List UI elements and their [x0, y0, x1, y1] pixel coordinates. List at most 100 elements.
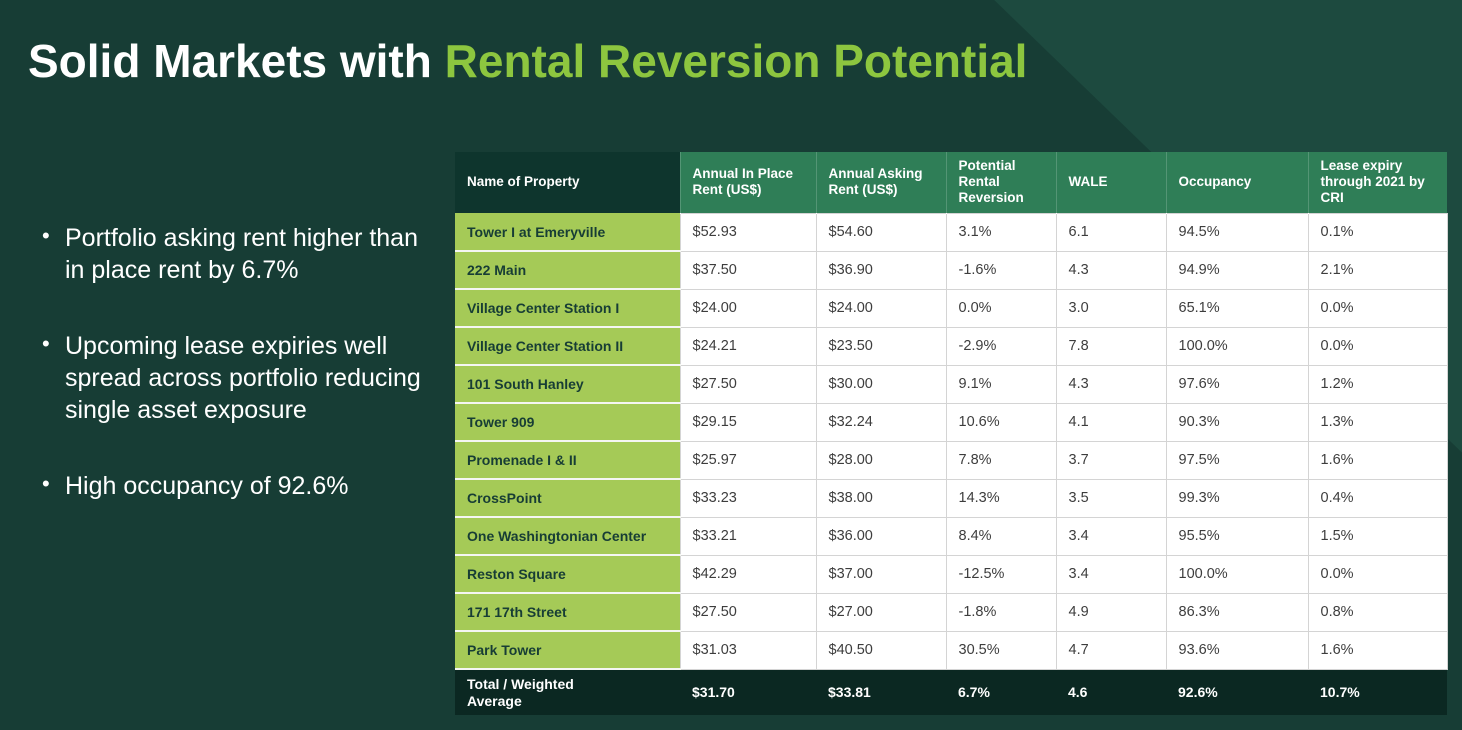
property-name-cell: Village Center Station I — [455, 289, 680, 329]
value-cell: $27.50 — [679, 592, 817, 632]
value-cell: 4.7 — [1055, 630, 1167, 670]
value-cell: $37.00 — [815, 554, 947, 594]
properties-table: Name of Property Annual In Place Rent (U… — [455, 152, 1448, 716]
table-row: One Washingtonian Center $33.21 $36.00 8.4%… — [455, 516, 1448, 557]
table-row: Promenade I & II $25.97 $28.00 7.8% 3.7 97.5%… — [455, 440, 1448, 481]
col-header-in-place-rent: Annual In Place Rent (US$) — [679, 152, 816, 214]
col-header-lease-expiry: Lease expiry through 2021 by CRI — [1307, 152, 1447, 214]
title-text-green: Rental Reversion Potential — [444, 34, 1028, 87]
value-cell: 3.4 — [1055, 516, 1167, 556]
value-cell: $33.21 — [679, 516, 817, 556]
value-cell: 0.0% — [1307, 554, 1448, 594]
table-body: Tower I at Emeryville $52.93 $54.60 3.1% 6.1… — [455, 212, 1448, 716]
value-cell: 3.0 — [1055, 288, 1167, 328]
value-cell: 0.8% — [1307, 592, 1448, 632]
value-cell: 10.6% — [945, 402, 1057, 442]
total-value-cell: 4.6 — [1056, 669, 1166, 716]
value-cell: 30.5% — [945, 630, 1057, 670]
value-cell: 4.3 — [1055, 250, 1167, 290]
table-row: Tower I at Emeryville $52.93 $54.60 3.1% 6.1… — [455, 212, 1448, 253]
properties-table-container: Name of Property Annual In Place Rent (U… — [455, 152, 1448, 716]
property-name-cell: 101 South Hanley — [455, 365, 680, 405]
table-header-row: Name of Property Annual In Place Rent (U… — [455, 152, 1447, 214]
total-value-cell: 92.6% — [1166, 669, 1308, 716]
table-row: 101 South Hanley $27.50 $30.00 9.1% 4.3 97.6%… — [455, 364, 1448, 405]
value-cell: $28.00 — [815, 440, 947, 480]
value-cell: 97.5% — [1165, 440, 1309, 480]
value-cell: $24.00 — [815, 288, 947, 328]
value-cell: -12.5% — [945, 554, 1057, 594]
value-cell: 97.6% — [1165, 364, 1309, 404]
value-cell: 9.1% — [945, 364, 1057, 404]
value-cell: 4.1 — [1055, 402, 1167, 442]
property-name-cell: 171 17th Street — [455, 593, 680, 633]
table-row: Village Center Station II $24.21 $23.50 -2.… — [455, 326, 1448, 367]
value-cell: 8.4% — [945, 516, 1057, 556]
value-cell: 0.4% — [1307, 478, 1448, 518]
value-cell: 7.8 — [1055, 326, 1167, 366]
table-row: Tower 909 $29.15 $32.24 10.6% 4.1 90.3% 1.3% — [455, 402, 1448, 443]
value-cell: -2.9% — [945, 326, 1057, 366]
value-cell: $23.50 — [815, 326, 947, 366]
total-value-cell: 10.7% — [1308, 669, 1447, 716]
value-cell: $54.60 — [815, 212, 947, 252]
value-cell: $36.90 — [815, 250, 947, 290]
value-cell: 0.0% — [1307, 326, 1448, 366]
value-cell: $30.00 — [815, 364, 947, 404]
value-cell: 94.5% — [1165, 212, 1309, 252]
value-cell: 93.6% — [1165, 630, 1309, 670]
total-value-cell: $33.81 — [816, 669, 946, 716]
bullet-list: Portfolio asking rent higher than in pla… — [40, 222, 438, 546]
value-cell: 90.3% — [1165, 402, 1309, 442]
title-text-white: Solid Markets with — [28, 34, 445, 87]
value-cell: $24.21 — [679, 326, 817, 366]
bullet-text-lease-expiries: Upcoming lease expiries well spread acro… — [65, 332, 421, 424]
value-cell: 0.1% — [1307, 212, 1448, 252]
property-name-cell: Promenade I & II — [455, 441, 680, 481]
property-name-cell: Tower I at Emeryville — [455, 213, 680, 253]
table-row: 171 17th Street $27.50 $27.00 -1.8% 4.9 86.3%… — [455, 592, 1448, 633]
value-cell: 2.1% — [1307, 250, 1448, 290]
bullet-text-occupancy: High occupancy of 92.6% — [65, 472, 349, 500]
table-row: Reston Square $42.29 $37.00 -12.5% 3.4 100.0%… — [455, 554, 1448, 595]
value-cell: 0.0% — [1307, 288, 1448, 328]
value-cell: 100.0% — [1165, 554, 1309, 594]
bullet-item: Portfolio asking rent higher than in pla… — [40, 222, 438, 286]
table-row: CrossPoint $33.23 $38.00 14.3% 3.5 99.3% 0.4% — [455, 478, 1448, 519]
value-cell: $33.23 — [679, 478, 817, 518]
value-cell: $32.24 — [815, 402, 947, 442]
value-cell: $29.15 — [679, 402, 817, 442]
value-cell: 4.9 — [1055, 592, 1167, 632]
value-cell: 94.9% — [1165, 250, 1309, 290]
value-cell: $27.00 — [815, 592, 947, 632]
value-cell: $36.00 — [815, 516, 947, 556]
property-name-cell: One Washingtonian Center — [455, 517, 680, 557]
table-row: Village Center Station I $24.00 $24.00 0.0%… — [455, 288, 1448, 329]
col-header-rental-reversion: Potential Rental Reversion — [945, 152, 1056, 214]
total-label-cell: Total / Weighted Average — [455, 669, 680, 716]
value-cell: 3.7 — [1055, 440, 1167, 480]
table-total-row: Total / Weighted Average $31.70 $33.81 6.7%… — [455, 669, 1447, 716]
value-cell: 86.3% — [1165, 592, 1309, 632]
total-value-cell: $31.70 — [680, 669, 816, 716]
value-cell: 4.3 — [1055, 364, 1167, 404]
value-cell: 100.0% — [1165, 326, 1309, 366]
value-cell: 14.3% — [945, 478, 1057, 518]
bullet-text-asking-rent: Portfolio asking rent higher than in pla… — [65, 224, 418, 284]
value-cell: 1.6% — [1307, 630, 1448, 670]
value-cell: -1.6% — [945, 250, 1057, 290]
col-header-wale: WALE — [1055, 152, 1166, 214]
table-row: Park Tower $31.03 $40.50 30.5% 4.7 93.6% 1.6% — [455, 630, 1448, 671]
col-header-property: Name of Property — [455, 152, 680, 214]
value-cell: 1.6% — [1307, 440, 1448, 480]
value-cell: $27.50 — [679, 364, 817, 404]
property-name-cell: Tower 909 — [455, 403, 680, 443]
value-cell: -1.8% — [945, 592, 1057, 632]
value-cell: 1.5% — [1307, 516, 1448, 556]
value-cell: 1.2% — [1307, 364, 1448, 404]
value-cell: 3.4 — [1055, 554, 1167, 594]
value-cell: $31.03 — [679, 630, 817, 670]
bullet-item: High occupancy of 92.6% — [40, 470, 438, 502]
value-cell: 7.8% — [945, 440, 1057, 480]
